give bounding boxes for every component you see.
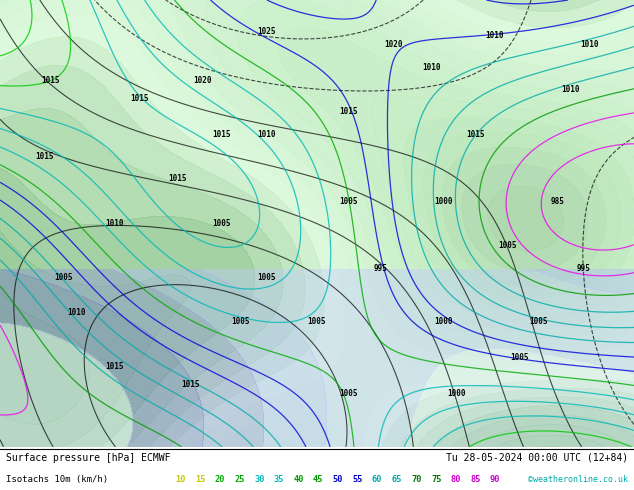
Text: 1010: 1010 xyxy=(67,308,86,318)
Text: 70: 70 xyxy=(411,475,422,484)
Text: 20: 20 xyxy=(215,475,225,484)
Text: 995: 995 xyxy=(576,264,590,272)
Text: 1015: 1015 xyxy=(339,107,358,116)
Text: 1005: 1005 xyxy=(498,241,517,250)
Text: 1010: 1010 xyxy=(580,40,599,49)
Text: 1005: 1005 xyxy=(54,272,73,282)
Text: 1010: 1010 xyxy=(105,219,124,228)
Text: 1015: 1015 xyxy=(35,152,54,161)
Text: 1015: 1015 xyxy=(466,129,485,139)
Text: 35: 35 xyxy=(274,475,284,484)
Text: 1005: 1005 xyxy=(307,317,327,326)
Text: 1015: 1015 xyxy=(181,380,200,389)
Text: 85: 85 xyxy=(470,475,481,484)
Text: 995: 995 xyxy=(373,264,387,272)
Text: 1010: 1010 xyxy=(257,129,276,139)
Text: 1005: 1005 xyxy=(529,317,548,326)
Text: 65: 65 xyxy=(392,475,402,484)
Text: 1020: 1020 xyxy=(384,40,403,49)
Text: Isotachs 10m (km/h): Isotachs 10m (km/h) xyxy=(6,475,108,484)
Text: 1000: 1000 xyxy=(447,389,466,398)
Text: 40: 40 xyxy=(294,475,304,484)
Text: 1015: 1015 xyxy=(212,129,231,139)
Text: 1015: 1015 xyxy=(130,94,149,103)
Text: 1010: 1010 xyxy=(561,85,580,94)
Text: 1005: 1005 xyxy=(212,219,231,228)
Text: 80: 80 xyxy=(451,475,461,484)
Text: 1015: 1015 xyxy=(105,362,124,371)
Text: 50: 50 xyxy=(333,475,343,484)
Text: 1015: 1015 xyxy=(168,174,187,183)
Text: 1005: 1005 xyxy=(510,353,529,362)
Text: 75: 75 xyxy=(431,475,441,484)
Text: 60: 60 xyxy=(372,475,382,484)
Text: 1005: 1005 xyxy=(339,389,358,398)
Text: 1025: 1025 xyxy=(257,27,276,36)
Text: ©weatheronline.co.uk: ©weatheronline.co.uk xyxy=(527,475,628,484)
Text: 45: 45 xyxy=(313,475,323,484)
Text: 55: 55 xyxy=(353,475,363,484)
Text: 1010: 1010 xyxy=(485,31,504,40)
Text: 10: 10 xyxy=(176,475,186,484)
Text: 1005: 1005 xyxy=(339,196,358,206)
Text: 1015: 1015 xyxy=(41,76,60,85)
Text: 1010: 1010 xyxy=(422,63,441,72)
Text: 1000: 1000 xyxy=(434,196,453,206)
Text: 30: 30 xyxy=(254,475,264,484)
Text: 1005: 1005 xyxy=(231,317,250,326)
Text: 15: 15 xyxy=(195,475,205,484)
Text: 985: 985 xyxy=(551,196,565,206)
Text: Surface pressure [hPa] ECMWF: Surface pressure [hPa] ECMWF xyxy=(6,453,171,463)
Text: 1005: 1005 xyxy=(257,272,276,282)
Text: 90: 90 xyxy=(490,475,500,484)
Text: 25: 25 xyxy=(235,475,245,484)
Text: Tu 28-05-2024 00:00 UTC (12+84): Tu 28-05-2024 00:00 UTC (12+84) xyxy=(446,453,628,463)
Text: 1020: 1020 xyxy=(193,76,212,85)
Text: 1000: 1000 xyxy=(434,317,453,326)
